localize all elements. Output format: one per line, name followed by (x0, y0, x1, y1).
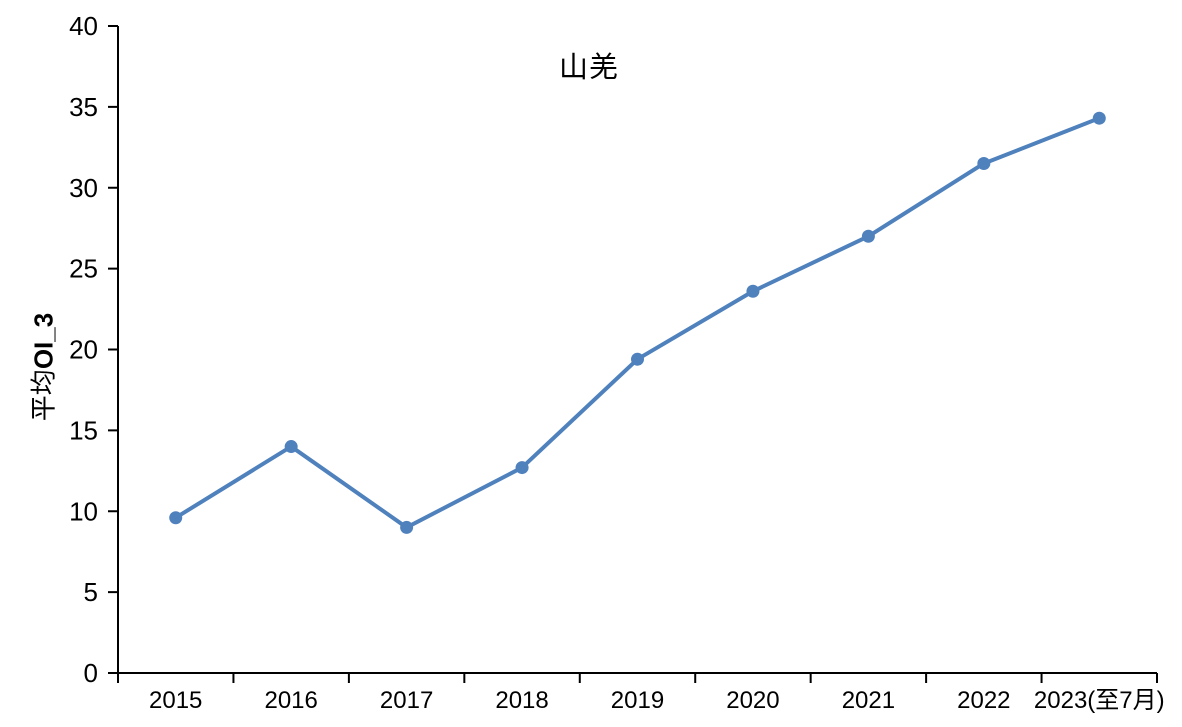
data-point-2018 (515, 461, 529, 475)
x-tick-label: 2016 (264, 687, 317, 714)
data-point-2020 (746, 284, 760, 298)
y-tick-label: 15 (69, 415, 98, 445)
x-tick-label: 2019 (611, 687, 664, 714)
x-tick-label: 2017 (380, 687, 433, 714)
data-point-2023(至7月) (1092, 111, 1106, 125)
x-tick-label: 2015 (149, 687, 202, 714)
chart-title: 山羌 (558, 52, 619, 84)
x-tick-label: 2018 (495, 687, 548, 714)
data-point-2016 (284, 440, 298, 454)
data-point-2019 (631, 352, 644, 366)
y-tick-label: 35 (69, 92, 98, 122)
x-tick-label: 2022 (957, 687, 1010, 714)
y-axis-title-suffix: OI_3 (28, 312, 59, 370)
y-tick-label: 25 (69, 254, 98, 284)
x-tick-label: 2023(至7月) (1034, 687, 1165, 714)
x-tick-label: 2021 (842, 687, 895, 714)
data-point-2021 (861, 229, 875, 243)
y-tick-label: 0 (84, 658, 98, 688)
data-point-2017 (400, 520, 414, 534)
x-tick-label: 2020 (726, 687, 779, 714)
data-point-2022 (977, 156, 991, 170)
y-tick-label: 30 (69, 173, 98, 203)
y-tick-label: 20 (69, 335, 98, 365)
y-tick-label: 10 (69, 496, 98, 526)
data-point-2015 (169, 511, 183, 525)
y-tick-label: 5 (84, 577, 98, 607)
series-line (173, 116, 1102, 530)
y-tick-label: 40 (69, 11, 98, 41)
y-axis-title: 平均OI_3 (24, 313, 61, 421)
y-axis-title-prefix: 平均 (28, 369, 59, 422)
